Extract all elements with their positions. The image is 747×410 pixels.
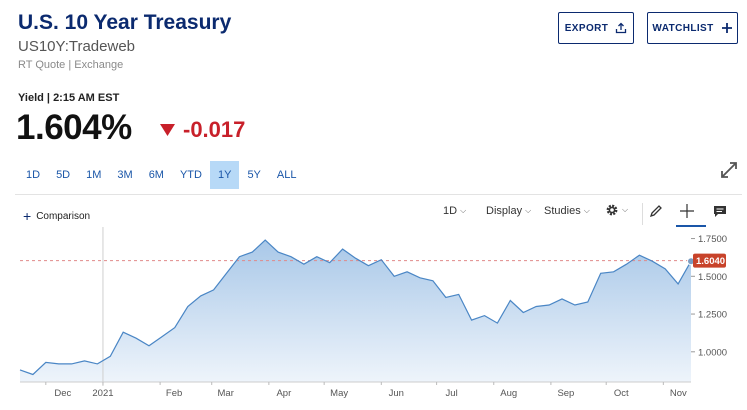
y-tick-label: 1.2500 [698,310,727,321]
x-tick-label: Jun [389,388,404,399]
display-dropdown[interactable]: Display ⌵ [486,205,531,217]
quote-source: RT Quote | Exchange [18,59,124,71]
yield-label: Yield | 2:15 AM EST [18,92,120,104]
comment-icon[interactable] [713,205,727,218]
area-fill [20,240,691,382]
plus-icon: + [23,208,32,224]
crosshair-icon[interactable] [680,204,694,218]
change-value: -0.017 [183,117,246,142]
page-title: U.S. 10 Year Treasury [18,11,232,34]
yield-chart[interactable]: 1.7500 1.5000 1.2500 1.0000 1.6040 Dec 2021 Feb… [15,195,742,410]
x-tick-label: Dec [54,388,71,399]
watchlist-label: WATCHLIST [652,22,714,34]
active-tool-indicator [676,225,706,227]
settings-dropdown[interactable]: ⌵ [605,203,628,217]
last-value-label: 1.6040 [696,256,725,267]
chart-panel: + Comparison 1D ⌵ Display ⌵ Studies ⌵ ⌵ … [15,194,742,409]
range-tab-1m[interactable]: 1M [86,169,102,181]
last-price: 1.604% [16,108,132,147]
gear-icon [606,204,618,216]
export-label: EXPORT [564,22,609,34]
x-tick-label: Mar [218,388,234,399]
export-button[interactable]: EXPORT [558,12,634,44]
x-tick-label: Oct [614,388,629,399]
y-tick-label: 1.5000 [698,272,727,283]
range-tab-all[interactable]: ALL [276,169,297,181]
x-tick-label: Nov [670,388,687,399]
x-tick-label: Feb [166,388,182,399]
studies-dropdown[interactable]: Studies ⌵ [544,205,590,217]
x-tick-label: Apr [276,388,291,399]
chevron-down-icon: ⌵ [460,206,467,215]
range-tab-ytd[interactable]: YTD [179,169,202,181]
symbol-label: US10Y:Tradeweb [18,38,136,55]
range-tab-1y[interactable]: 1Y [209,161,240,189]
comparison-label: Comparison [36,210,91,222]
upload-icon [616,22,627,34]
range-tabs: 1D 5D 1M 3M 6M YTD 1Y 5Y ALL [18,161,304,189]
chevron-down-icon: ⌵ [583,206,590,215]
comparison-button[interactable]: + Comparison [23,208,90,224]
x-tick-label: Jul [446,388,458,399]
last-value-badge [693,253,726,268]
range-tab-6m[interactable]: 6M [148,169,164,181]
display-label: Display [486,205,523,217]
y-tick-label: 1.0000 [698,347,727,358]
pencil-icon[interactable] [649,204,663,218]
studies-label: Studies [544,205,581,217]
range-tab-1d[interactable]: 1D [26,169,41,181]
plus-icon [721,23,732,33]
series-line [19,239,692,376]
toolbar-divider [642,203,643,225]
range-tab-3m[interactable]: 3M [117,169,133,181]
watchlist-button[interactable]: WATCHLIST [647,12,738,44]
expand-icon[interactable] [719,160,739,180]
range-tab-5d[interactable]: 5D [56,169,71,181]
interval-label: 1D [443,205,458,217]
chevron-down-icon: ⌵ [622,205,629,214]
price-change: -0.017 [160,117,245,143]
y-tick-label: 1.7500 [698,234,727,245]
x-tick-label: Aug [500,388,517,399]
x-tick-label: 2021 [92,388,113,399]
triangle-down-icon [160,124,175,136]
interval-dropdown[interactable]: 1D ⌵ [443,205,466,217]
range-tab-5y[interactable]: 5Y [247,169,261,181]
x-tick-label: Sep [557,388,574,399]
x-tick-label: May [330,388,348,399]
chevron-down-icon: ⌵ [525,206,532,215]
